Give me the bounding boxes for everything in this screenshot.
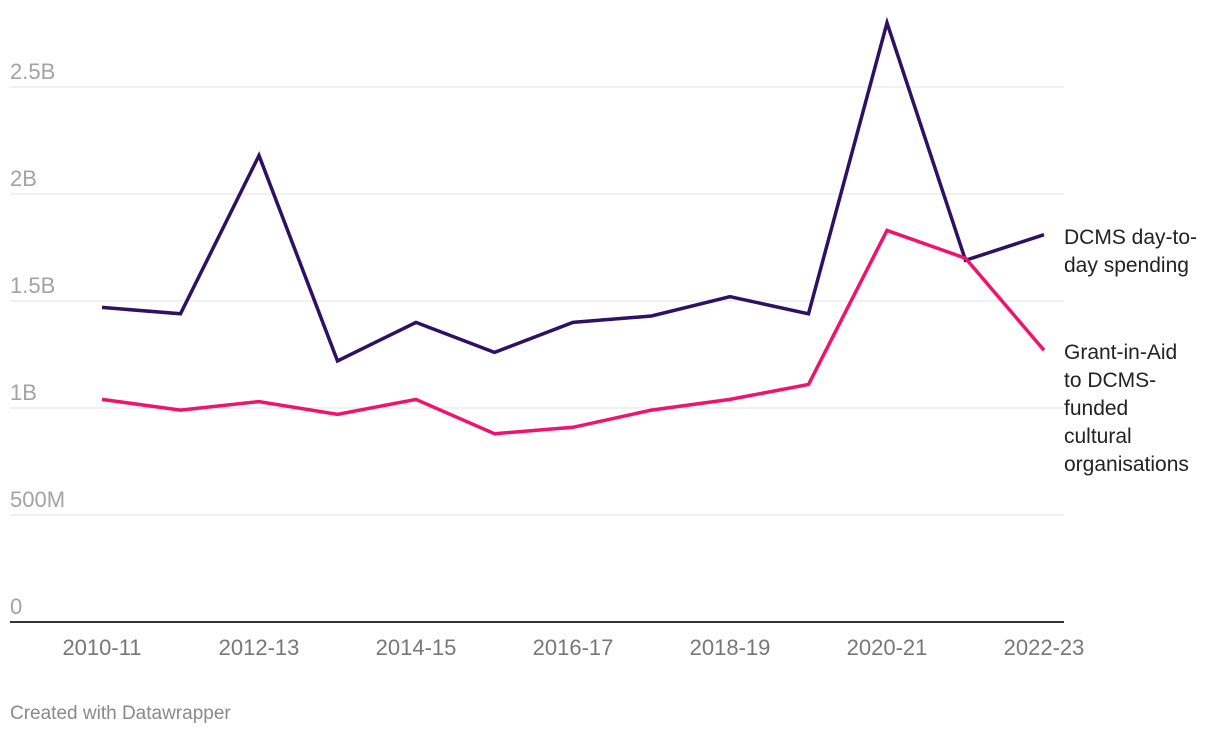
x-axis-ticks: 2010-11 2012-13 2014-15 2016-17 2018-19 2020-… — [62, 635, 1084, 660]
y-tick-label: 0 — [10, 594, 22, 619]
y-tick-label: 1.5B — [10, 273, 55, 298]
x-tick-label: 2016-17 — [533, 635, 614, 660]
y-tick-label: 2B — [10, 166, 37, 191]
series-lines — [101, 16, 1046, 436]
x-tick-label: 2018-19 — [690, 635, 771, 660]
y-tick-label: 2.5B — [10, 59, 55, 84]
x-tick-label: 2012-13 — [219, 635, 300, 660]
series-line-2 — [101, 228, 1046, 436]
y-tick-label: 500M — [10, 487, 65, 512]
y-tick-label: 1B — [10, 380, 37, 405]
x-tick-label: 2022-23 — [1004, 635, 1085, 660]
x-tick-label: 2020-21 — [847, 635, 928, 660]
x-tick-label: 2014-15 — [376, 635, 457, 660]
footer-credit: Created with Datawrapper — [10, 703, 231, 724]
series-line-1 — [101, 16, 1045, 364]
series-labels: DCMS day-to-day spending Grant-in-Aid to D… — [1064, 226, 1197, 476]
x-tick-label: 2010-11 — [62, 635, 141, 660]
series-label-2: Grant-in-Aid to DCMS-funded cultural organi… — [1064, 341, 1189, 476]
series-label-1: DCMS day-to-day spending — [1064, 226, 1197, 277]
y-axis-ticks: 0 500M 1B 1.5B 2B 2.5B — [10, 59, 65, 619]
gridlines — [10, 86, 1064, 516]
